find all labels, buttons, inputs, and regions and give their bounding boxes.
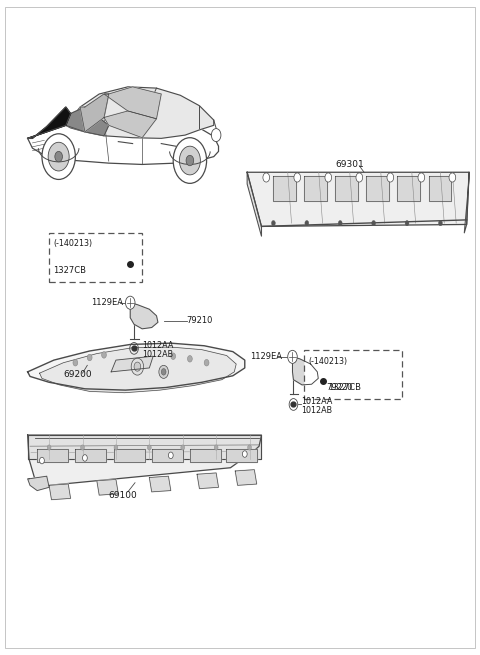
Circle shape [294,173,300,182]
Polygon shape [66,107,109,136]
Polygon shape [97,479,118,495]
Circle shape [48,142,69,171]
Circle shape [159,365,168,379]
Circle shape [114,445,118,450]
Circle shape [449,173,456,182]
Text: 1129EA: 1129EA [91,298,123,307]
Polygon shape [130,303,158,329]
Polygon shape [37,449,68,462]
Polygon shape [39,347,236,393]
Circle shape [288,350,297,364]
Circle shape [173,138,206,183]
Circle shape [325,173,332,182]
Polygon shape [28,476,49,491]
Circle shape [372,221,375,226]
Text: 1327CB: 1327CB [53,266,86,274]
Circle shape [47,445,51,450]
Polygon shape [49,484,71,500]
Circle shape [214,445,218,450]
Circle shape [305,221,309,226]
Polygon shape [397,176,420,201]
FancyBboxPatch shape [49,233,142,282]
Circle shape [171,353,176,360]
Polygon shape [80,94,109,132]
Circle shape [42,134,75,179]
Polygon shape [152,449,183,462]
Text: (-140213): (-140213) [308,357,348,366]
Circle shape [87,354,92,361]
Polygon shape [274,176,296,201]
Circle shape [131,358,144,375]
Text: 1012AA: 1012AA [301,397,333,405]
Circle shape [188,356,192,362]
Polygon shape [28,107,71,138]
Polygon shape [235,470,257,485]
Circle shape [242,451,247,457]
Circle shape [180,146,200,175]
Polygon shape [114,449,144,462]
Text: (-140213): (-140213) [53,240,92,248]
Polygon shape [247,172,469,227]
Text: 79210: 79210 [187,316,213,326]
Polygon shape [28,435,262,485]
Polygon shape [28,435,262,459]
Circle shape [272,221,276,226]
Circle shape [161,369,166,375]
Circle shape [147,445,151,450]
Polygon shape [197,473,218,489]
Circle shape [55,151,62,162]
Circle shape [211,128,221,141]
Text: 1012AB: 1012AB [142,350,173,359]
Circle shape [204,360,209,366]
Circle shape [83,455,87,461]
Polygon shape [111,356,153,372]
Circle shape [439,221,443,226]
Circle shape [125,296,135,309]
Text: 1012AA: 1012AA [142,341,173,350]
Polygon shape [292,357,318,385]
Circle shape [73,360,78,366]
Polygon shape [226,449,257,462]
Circle shape [387,173,394,182]
Text: 69100: 69100 [109,491,137,500]
Polygon shape [104,111,156,138]
Polygon shape [247,172,262,236]
Text: 1327CB: 1327CB [328,383,361,392]
Circle shape [338,221,342,226]
Circle shape [186,155,194,166]
Circle shape [81,445,84,450]
Polygon shape [104,87,161,119]
Polygon shape [304,176,327,201]
Polygon shape [149,476,171,492]
Text: 79220: 79220 [326,383,352,392]
Polygon shape [66,87,214,138]
Text: 69301: 69301 [336,160,364,169]
Circle shape [248,445,252,450]
Text: 1012AB: 1012AB [301,406,332,415]
Circle shape [39,457,44,464]
Polygon shape [464,172,469,233]
Circle shape [418,173,425,182]
Polygon shape [366,176,389,201]
Circle shape [181,445,185,450]
Polygon shape [336,176,359,201]
FancyBboxPatch shape [304,350,402,400]
Circle shape [405,221,409,226]
Circle shape [263,173,270,182]
Polygon shape [28,117,218,164]
Circle shape [134,362,141,371]
Text: 1129EA: 1129EA [251,352,283,362]
Circle shape [168,452,173,458]
Polygon shape [75,449,107,462]
Text: 69200: 69200 [63,370,92,379]
Circle shape [356,173,363,182]
Circle shape [102,352,107,358]
Polygon shape [190,449,221,462]
Polygon shape [429,176,451,201]
Polygon shape [28,343,245,390]
